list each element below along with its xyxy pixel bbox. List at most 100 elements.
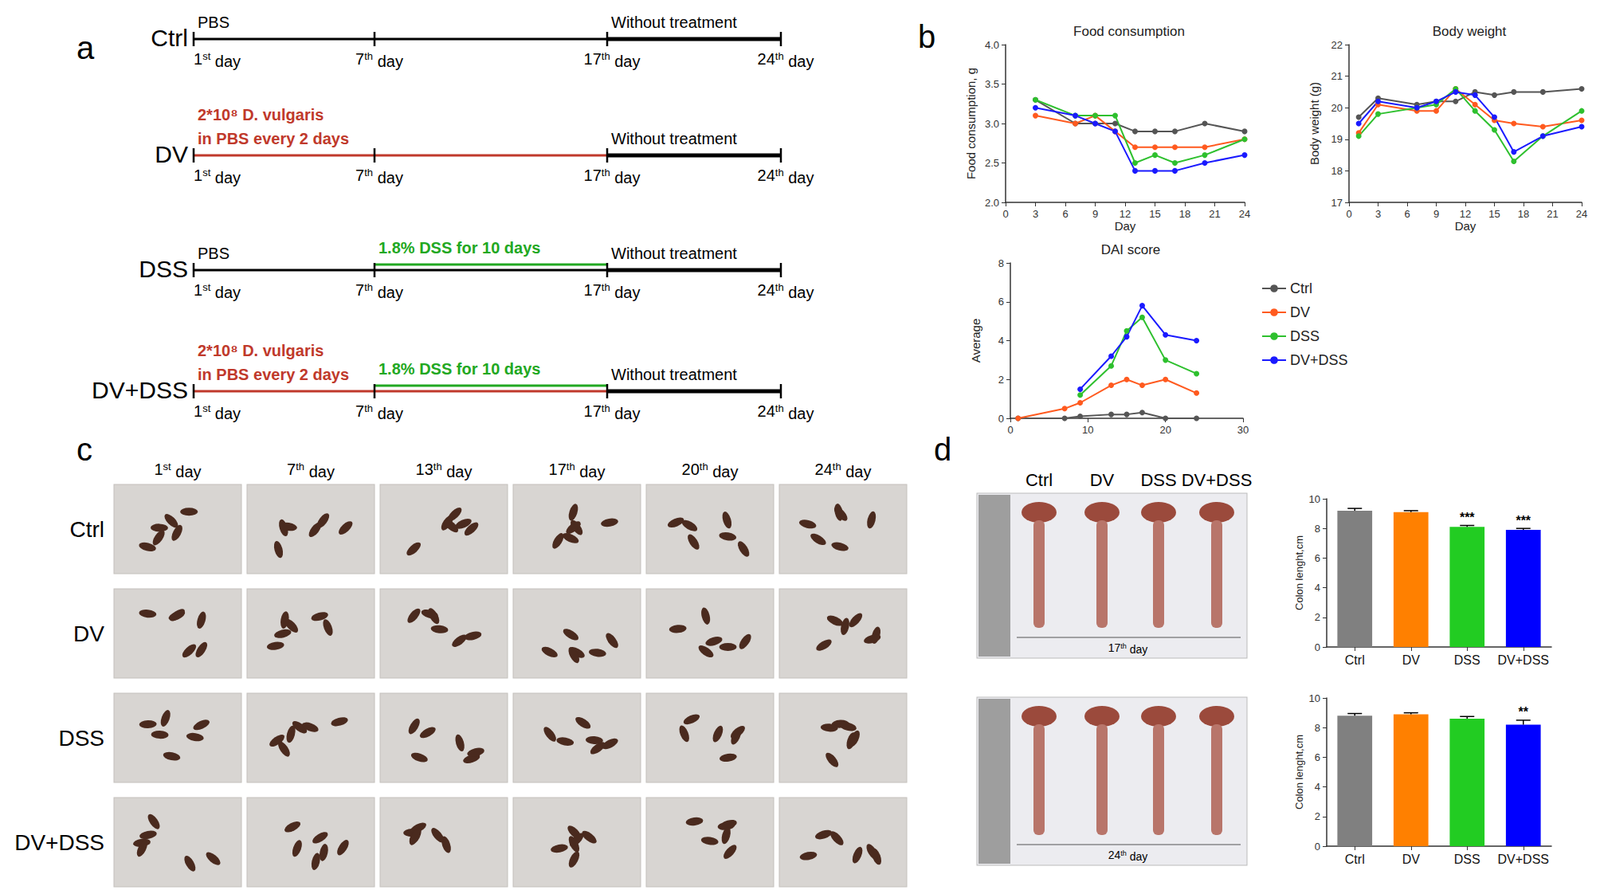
svg-text:17th day: 17th day [584,50,641,71]
svg-text:3.5: 3.5 [984,78,1000,91]
svg-text:Food consumption: Food consumption [1073,23,1185,40]
svg-text:0: 0 [998,412,1004,425]
svg-text:1st day: 1st day [193,50,241,71]
svg-text:7th day: 7th day [355,281,404,302]
svg-text:4: 4 [998,334,1004,347]
svg-text:24: 24 [1239,207,1251,220]
svg-text:4: 4 [1314,780,1321,793]
svg-text:20: 20 [1331,101,1343,114]
svg-text:17th day: 17th day [584,402,641,423]
svg-text:24th day: 24th day [1108,848,1149,863]
svg-text:8: 8 [1314,721,1321,734]
svg-text:3.0: 3.0 [984,117,1000,130]
svg-text:Ctrl: Ctrl [1290,280,1313,297]
svg-text:17th day: 17th day [1108,641,1149,656]
svg-text:15: 15 [1149,207,1161,220]
svg-text:24: 24 [1576,207,1588,220]
svg-text:6: 6 [998,295,1004,308]
svg-text:2: 2 [998,373,1004,386]
svg-text:18: 18 [1331,164,1343,177]
svg-text:DV: DV [1402,653,1421,667]
svg-text:Without treatment: Without treatment [611,13,738,32]
svg-text:DAI score: DAI score [1101,242,1161,258]
svg-text:DV+DSS: DV+DSS [14,830,105,855]
svg-text:8: 8 [998,257,1004,270]
svg-text:0: 0 [1314,641,1321,654]
svg-text:Day: Day [1114,219,1137,233]
svg-text:***: *** [1459,510,1475,525]
svg-text:DV+DSS: DV+DSS [1290,352,1349,369]
svg-text:DSS: DSS [58,725,105,751]
svg-text:21: 21 [1546,207,1558,220]
svg-text:10: 10 [1082,423,1094,436]
svg-text:Food consumption, g: Food consumption, g [964,67,978,180]
svg-text:21: 21 [1208,207,1220,220]
svg-text:30: 30 [1237,423,1249,436]
svg-text:Ctrl: Ctrl [69,517,105,542]
svg-text:2*10⁸ D. vulgaris: 2*10⁸ D. vulgaris [197,105,324,124]
svg-text:13th day: 13th day [415,460,473,481]
svg-text:0: 0 [1345,207,1352,220]
svg-text:b: b [917,19,936,55]
svg-text:20th day: 20th day [682,460,739,481]
svg-text:PBS: PBS [197,244,230,263]
svg-text:Without treatment: Without treatment [611,365,738,384]
svg-text:Colon lenght,cm: Colon lenght,cm [1293,734,1306,810]
svg-text:4: 4 [1314,581,1321,594]
svg-text:18: 18 [1179,207,1191,220]
svg-text:2.0: 2.0 [984,196,1000,209]
svg-text:DV+DSS: DV+DSS [1498,653,1550,667]
svg-text:6: 6 [1314,751,1321,764]
svg-text:**: ** [1518,705,1530,719]
svg-text:DV: DV [1090,470,1115,491]
svg-text:12: 12 [1459,207,1471,220]
svg-text:7th day: 7th day [355,166,404,187]
svg-text:12: 12 [1119,207,1131,220]
svg-text:1.8% DSS for 10 days: 1.8% DSS for 10 days [378,360,541,378]
svg-text:8: 8 [1314,522,1321,535]
svg-text:Body weight (g): Body weight (g) [1307,82,1322,165]
svg-text:0: 0 [1314,840,1321,853]
svg-text:0: 0 [1007,423,1013,436]
svg-text:2*10⁸ D. vulgaris: 2*10⁸ D. vulgaris [197,341,324,360]
svg-text:in PBS every 2 days: in PBS every 2 days [197,365,350,384]
svg-text:Ctrl: Ctrl [1345,852,1365,867]
svg-text:0: 0 [1002,207,1008,220]
svg-text:Ctrl: Ctrl [1025,470,1053,491]
svg-text:10: 10 [1309,493,1321,506]
svg-text:9: 9 [1092,207,1099,220]
svg-text:3: 3 [1032,207,1039,220]
svg-text:1st day: 1st day [153,460,201,481]
svg-text:c: c [76,431,93,467]
svg-text:15: 15 [1488,207,1500,220]
svg-text:20: 20 [1159,423,1171,436]
svg-text:10: 10 [1309,692,1321,705]
svg-text:PBS: PBS [197,13,230,32]
svg-text:1.8% DSS for 10 days: 1.8% DSS for 10 days [378,239,541,257]
svg-text:DV: DV [1402,852,1421,867]
svg-text:19: 19 [1331,133,1343,146]
svg-text:3: 3 [1375,207,1381,220]
svg-text:24th day: 24th day [757,50,815,71]
svg-text:9: 9 [1433,207,1440,220]
svg-text:DV: DV [1290,304,1310,321]
svg-text:1st day: 1st day [193,281,241,302]
svg-text:DSS: DSS [138,255,189,283]
svg-text:DV+DSS: DV+DSS [1181,470,1253,491]
svg-text:17: 17 [1331,196,1343,209]
svg-text:Day: Day [1454,219,1477,233]
svg-text:18: 18 [1517,207,1530,220]
svg-text:1st day: 1st day [193,166,241,187]
svg-text:DSS: DSS [1140,470,1177,491]
svg-text:DV: DV [154,141,189,168]
svg-text:22: 22 [1331,39,1343,51]
svg-text:24th day: 24th day [757,281,815,302]
svg-text:7th day: 7th day [355,50,404,71]
svg-text:Ctrl: Ctrl [1345,653,1365,667]
svg-text:7th day: 7th day [286,460,335,481]
svg-text:21: 21 [1331,70,1343,83]
svg-text:24th day: 24th day [815,460,872,481]
svg-text:Body weight: Body weight [1432,23,1507,40]
svg-text:17th day: 17th day [584,281,641,302]
svg-text:DV+DSS: DV+DSS [1498,852,1550,867]
